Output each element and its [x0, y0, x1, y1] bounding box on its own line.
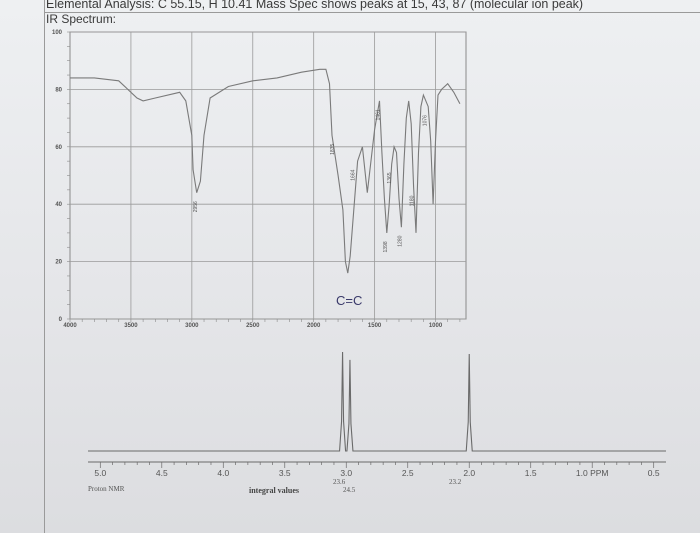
integral-value-3: 23.2 [449, 478, 462, 486]
left-margin-rule [44, 0, 45, 533]
ir-peak-labels: 2956 1835 1664 1461 1398 1365 1280 1180 1076 [193, 109, 428, 252]
ir-x-tick-label: 3500 [124, 323, 138, 329]
nmr-x-tick-label: 0.5 [648, 468, 660, 478]
ir-spectrum-chart: 4000 3500 3000 2500 2000 1500 1000 100 80 60 40 20 0… [52, 30, 467, 329]
ir-peak-label: 1664 [351, 169, 357, 180]
integral-value-1: 23.6 [333, 478, 346, 486]
elemental-analysis-text: Elemental Analysis: C 55.15, H 10.41 Mas… [46, 0, 584, 11]
ir-spectrum-label: IR Spectrum: [46, 12, 117, 26]
ir-tick-labels: 4000 3500 3000 2500 2000 1500 1000 100 80 60 40 20 0 [52, 30, 443, 329]
nmr-x-tick-label: 4.5 [156, 468, 168, 478]
header-rule [44, 12, 700, 13]
integral-value-2: 24.5 [343, 486, 356, 494]
nmr-x-tick-label: 2.0 [463, 468, 475, 478]
ir-y-tick-label: 20 [55, 260, 62, 266]
nmr-axis [88, 461, 666, 468]
nmr-x-tick-label: 2.5 [402, 468, 414, 478]
ir-x-tick-label: 3000 [185, 323, 199, 329]
integral-values-label: integral values [249, 486, 299, 495]
nmr-trace-line [88, 351, 666, 452]
ir-x-tick-label: 1000 [429, 323, 443, 329]
ir-peak-label: 1280 [397, 235, 403, 246]
ir-y-tick-label: 100 [52, 30, 63, 36]
ir-peak-label: 1461 [375, 109, 381, 120]
c-equals-c-annotation: C=C [336, 293, 362, 308]
ir-peak-label: 1076 [422, 115, 428, 126]
ir-trace-line [70, 68, 461, 274]
ir-peak-label: 1180 [410, 195, 416, 206]
nmr-x-tick-label: 5.0 [94, 468, 106, 478]
nmr-x-tick-label: 3.0 [340, 468, 352, 478]
ir-y-tick-label: 40 [55, 202, 62, 208]
nmr-x-tick-label: 3.5 [279, 468, 291, 478]
proton-nmr-label: Proton NMR [88, 485, 125, 493]
nmr-x-tick-label: 4.0 [217, 468, 229, 478]
ir-x-tick-label: 2500 [246, 323, 260, 329]
ir-peak-label: 1398 [383, 241, 389, 252]
nmr-x-tick-label: 1.5 [525, 468, 537, 478]
ir-peak-label: 1835 [330, 144, 336, 155]
ir-y-tick-label: 80 [55, 87, 62, 93]
ir-y-tick-label: 0 [59, 317, 63, 323]
nmr-x-tick-label: 1.0 PPM [576, 468, 609, 478]
ir-peak-label: 2956 [193, 201, 199, 212]
ir-y-tick-label: 60 [55, 145, 62, 151]
ir-x-tick-label: 1500 [368, 323, 382, 329]
nmr-tick-labels: 5.0 4.5 4.0 3.5 3.0 2.5 2.0 1.5 1.0 PPM 0.5 [94, 468, 659, 478]
ir-x-tick-label: 2000 [307, 323, 321, 329]
ir-peak-label: 1365 [387, 172, 393, 183]
ir-x-tick-label: 4000 [63, 323, 77, 329]
